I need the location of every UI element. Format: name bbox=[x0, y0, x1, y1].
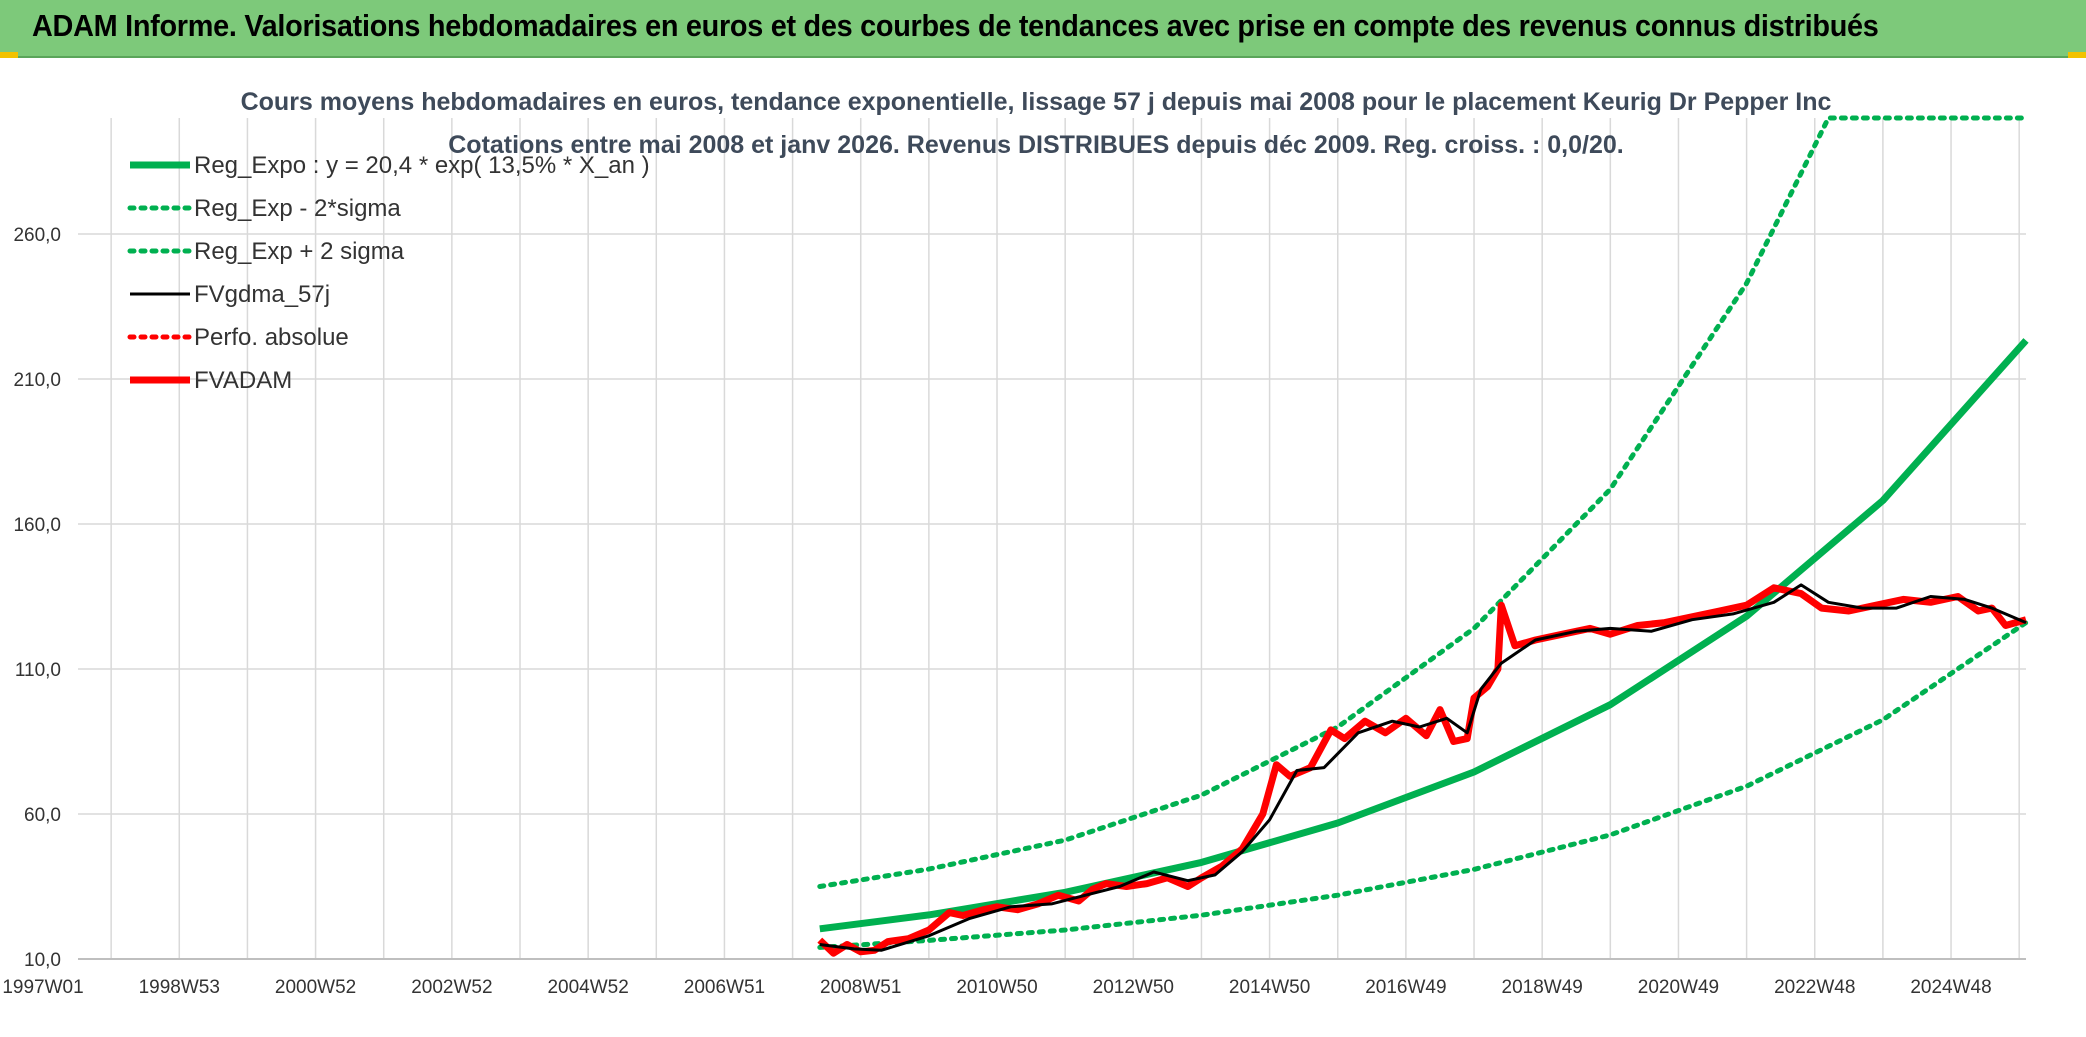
y-tick-label: 110,0 bbox=[15, 660, 61, 681]
legend-label: Reg_Expo : y = 20,4 * exp( 13,5% * X_an … bbox=[194, 152, 650, 179]
corner-marker-right bbox=[2068, 52, 2086, 58]
x-tick-label: 2002W52 bbox=[411, 977, 492, 998]
legend-label: Perfo. absolue bbox=[194, 324, 349, 351]
x-tick-label: 2004W52 bbox=[547, 977, 628, 998]
series-line-5 bbox=[817, 584, 2027, 957]
x-tick-label: 2010W50 bbox=[956, 977, 1037, 998]
report-banner: ADAM Informe. Valorisations hebdomadaire… bbox=[0, 0, 2086, 58]
x-tick-label: 2012W50 bbox=[1093, 977, 1174, 998]
axes: 10,0 60,0 110,0 160,0 210,0 260,0 1997W01 1998W… bbox=[2, 225, 2026, 998]
legend-label: Reg_Exp + 2 sigma bbox=[194, 238, 405, 265]
corner-marker-left bbox=[0, 52, 18, 58]
x-tick-label: 2000W52 bbox=[275, 977, 356, 998]
y-tick-label: 60,0 bbox=[24, 805, 61, 826]
legend-label: FVgdma_57j bbox=[194, 281, 330, 308]
chart-title: Cours moyens hebdomadaires en euros, ten… bbox=[241, 88, 1832, 116]
x-tick-label: 2006W51 bbox=[684, 977, 765, 998]
x-tick-label: 1998W53 bbox=[139, 977, 220, 998]
x-tick-label: 2014W50 bbox=[1229, 977, 1310, 998]
series-line-1 bbox=[817, 620, 2029, 950]
legend: Reg_Expo : y = 20,4 * exp( 13,5% * X_an … bbox=[127, 152, 650, 394]
x-tick-label: 2018W49 bbox=[1502, 977, 1583, 998]
series-line-3 bbox=[819, 583, 2027, 952]
legend-label: FVADAM bbox=[194, 367, 292, 394]
y-tick-label: 160,0 bbox=[13, 515, 61, 536]
x-tick-label: 1997W01 bbox=[2, 977, 83, 998]
x-tick-label: 2008W51 bbox=[820, 977, 901, 998]
x-tick-label: 2020W49 bbox=[1638, 977, 1719, 998]
report-title: ADAM Informe. Valorisations hebdomadaire… bbox=[32, 8, 1879, 43]
series-line-0 bbox=[819, 338, 2029, 933]
x-tick-label: 2024W48 bbox=[1910, 977, 1991, 998]
y-tick-label: 210,0 bbox=[13, 370, 61, 391]
trend-chart: 10,0 60,0 110,0 160,0 210,0 260,0 1997W01 1998W… bbox=[2, 88, 2029, 998]
series bbox=[817, 115, 2029, 957]
y-tick-label: 10,0 bbox=[24, 950, 61, 971]
chart-subtitle: Cotations entre mai 2008 et janv 2026. R… bbox=[448, 131, 1623, 159]
x-tick-label: 2016W49 bbox=[1365, 977, 1446, 998]
legend-label: Reg_Exp - 2*sigma bbox=[194, 195, 401, 222]
series-line-2 bbox=[817, 115, 2029, 889]
y-tick-label: 260,0 bbox=[13, 225, 61, 246]
x-tick-label: 2022W48 bbox=[1774, 977, 1855, 998]
